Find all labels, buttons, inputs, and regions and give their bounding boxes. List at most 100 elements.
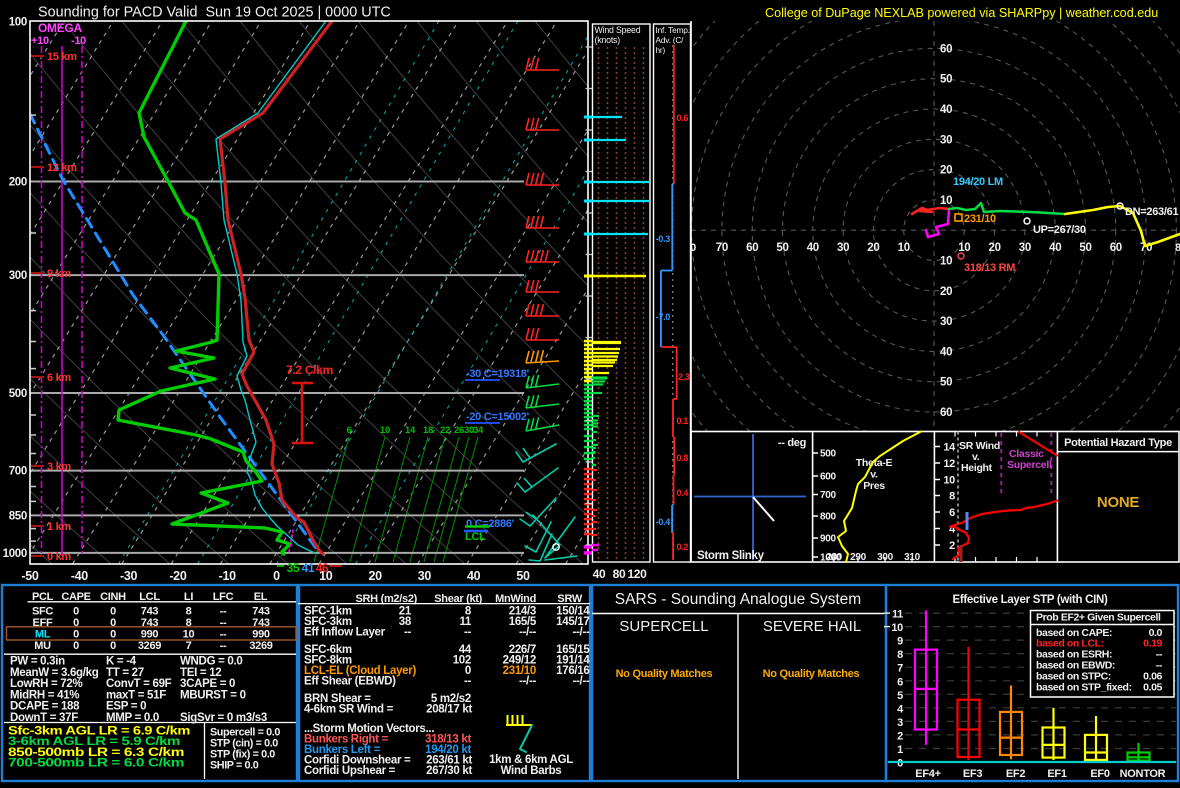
svg-text:100: 100 [9,17,27,29]
svg-text:(knots): (knots) [595,35,621,45]
svg-text:v.: v. [870,469,878,481]
svg-text:MidRH = 41%: MidRH = 41% [10,689,79,701]
svg-text:-20: -20 [169,569,187,583]
svg-text:-- deg: -- deg [778,437,806,449]
svg-text:2.3: 2.3 [678,372,690,382]
svg-text:EF3: EF3 [963,768,982,780]
svg-text:9: 9 [897,636,903,648]
svg-text:Prob EF2+ Given Supercell: Prob EF2+ Given Supercell [1036,612,1161,624]
svg-text:40: 40 [1049,242,1061,254]
svg-text:15 km: 15 km [47,51,77,63]
svg-text:SR Wind: SR Wind [959,440,1000,452]
svg-text:50: 50 [940,377,952,389]
svg-text:0.05: 0.05 [1143,681,1162,693]
svg-text:6: 6 [949,507,955,519]
svg-text:10: 10 [380,425,390,436]
svg-text:10: 10 [958,242,970,254]
svg-text:Sounding for PACD Valid Sun 1: Sounding for PACD Valid Sun 19 Oct 2025 … [38,5,391,21]
svg-text:Wind Speed: Wind Speed [595,25,641,35]
svg-text:10: 10 [183,629,195,641]
svg-text:OMEGA: OMEGA [38,21,82,35]
svg-text:No Quality Matches: No Quality Matches [616,668,713,680]
svg-text:500: 500 [820,449,837,460]
svg-text:267/30 kt: 267/30 kt [426,765,472,777]
svg-text:10: 10 [940,195,952,207]
svg-text:6: 6 [897,676,903,688]
svg-text:990: 990 [252,629,270,641]
svg-text:20: 20 [867,242,879,254]
svg-text:10: 10 [898,242,910,254]
svg-text:34: 34 [473,425,484,436]
svg-text:--: -- [220,640,227,652]
svg-text:8: 8 [186,606,192,618]
svg-text:--/--: --/-- [572,627,589,639]
svg-text:ConvT = 69F: ConvT = 69F [106,678,172,690]
svg-text:8: 8 [949,491,955,503]
svg-text:3269: 3269 [138,640,161,652]
svg-text:SHIP = 0.0: SHIP = 0.0 [210,760,259,772]
svg-text:11: 11 [892,609,903,621]
svg-text:0: 0 [110,640,116,652]
svg-text:Storm Slinky: Storm Slinky [697,550,765,562]
svg-text:8: 8 [897,649,903,661]
svg-text:46: 46 [316,561,329,575]
svg-text:850: 850 [9,510,27,522]
svg-text:50: 50 [776,242,788,254]
svg-text:Height: Height [961,462,993,474]
svg-text:60: 60 [940,407,952,419]
svg-text:300: 300 [9,270,27,282]
svg-text:NONTOR: NONTOR [1120,768,1166,780]
svg-text:800: 800 [820,512,837,523]
svg-text:8: 8 [1175,242,1180,254]
svg-text:20: 20 [940,286,952,298]
svg-text:12: 12 [943,458,955,470]
svg-text:50: 50 [1079,242,1091,254]
svg-text:0.1: 0.1 [677,416,689,426]
svg-text:-30: -30 [120,569,138,583]
svg-text:40: 40 [940,104,952,116]
svg-text:LCL: LCL [465,531,486,543]
svg-text:0: 0 [897,758,903,770]
svg-text:College of DuPage NEXLAB power: College of DuPage NEXLAB powered via SHA… [765,6,1158,20]
svg-text:14: 14 [943,442,956,454]
svg-text:MBURST = 0: MBURST = 0 [180,689,246,701]
svg-text:EF0: EF0 [1090,768,1109,780]
svg-text:-0.4: -0.4 [656,517,671,527]
svg-text:208/17 kt: 208/17 kt [426,704,472,716]
svg-text:based on STP_fixed:: based on STP_fixed: [1036,681,1132,693]
svg-text:743: 743 [141,606,159,618]
svg-text:22: 22 [440,425,450,436]
svg-text:LowRH = 72%: LowRH = 72% [10,678,83,690]
svg-text:1000: 1000 [3,548,27,560]
svg-text:40: 40 [807,242,819,254]
svg-text:40: 40 [593,567,606,581]
svg-text:--: -- [464,676,472,688]
svg-text:318/13 RM: 318/13 RM [964,262,1015,274]
svg-text:WNDG = 0.0: WNDG = 0.0 [180,656,243,668]
svg-text:1 km: 1 km [47,521,71,533]
svg-text:0.8: 0.8 [677,453,689,463]
svg-text:DN=263/61: DN=263/61 [1125,206,1178,218]
svg-text:7.2 C/km: 7.2 C/km [286,363,333,377]
svg-text:UP=267/30: UP=267/30 [1033,224,1086,236]
svg-text:Inf. Temp.: Inf. Temp. [656,25,690,35]
svg-text:0: 0 [73,606,79,618]
svg-text:0.6: 0.6 [677,113,689,123]
svg-text:--: -- [464,627,472,639]
svg-text:No Quality Matches: No Quality Matches [763,668,860,680]
svg-text:10: 10 [891,622,903,634]
svg-text:Pres: Pres [863,480,885,492]
svg-text:Supercell: Supercell [1007,459,1052,471]
svg-text:DCAPE = 188: DCAPE = 188 [10,701,80,713]
svg-text:9 km: 9 km [47,268,71,280]
svg-text:743: 743 [252,606,270,618]
svg-text:hr): hr) [656,45,666,55]
svg-text:-30 C=19318': -30 C=19318' [466,368,530,380]
svg-text:10: 10 [943,475,955,487]
svg-text:--: -- [220,606,227,618]
svg-text:EF2: EF2 [1006,768,1025,780]
svg-text:Corfidi Upshear =: Corfidi Upshear = [304,765,396,777]
svg-text:20: 20 [940,165,952,177]
svg-text:41: 41 [302,561,315,575]
svg-text:500: 500 [9,388,27,400]
